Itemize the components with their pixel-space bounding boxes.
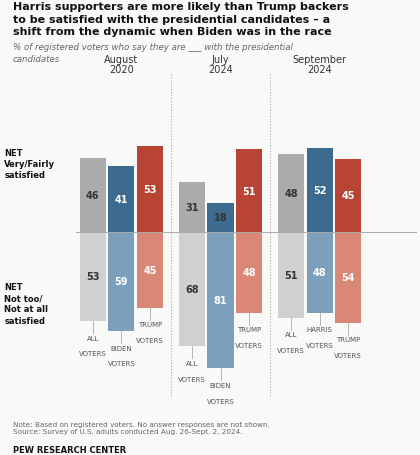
Text: 54: 54	[341, 273, 355, 283]
Text: ALL: ALL	[285, 332, 297, 338]
Text: 68: 68	[185, 284, 199, 294]
Bar	[307, 232, 333, 313]
Text: TRUMP: TRUMP	[336, 337, 360, 343]
Text: VOTERS: VOTERS	[207, 398, 234, 404]
Text: TRUMP: TRUMP	[138, 322, 162, 328]
Text: 45: 45	[143, 265, 157, 275]
Text: PEW RESEARCH CENTER: PEW RESEARCH CENTER	[13, 445, 126, 454]
Text: 46: 46	[86, 190, 100, 200]
Text: 52: 52	[313, 185, 326, 195]
Bar	[236, 232, 262, 313]
Text: VOTERS: VOTERS	[136, 337, 164, 343]
Bar	[278, 155, 304, 232]
Bar	[335, 232, 361, 323]
Bar	[137, 147, 163, 232]
Text: Note: Based on registered voters. No answer responses are not shown.
Source: Sur: Note: Based on registered voters. No ans…	[13, 421, 269, 435]
Text: 18: 18	[214, 212, 227, 222]
Text: % of registered voters who say they are ___ with the presidential
candidates: % of registered voters who say they are …	[13, 43, 292, 64]
Text: 53: 53	[143, 185, 157, 194]
Bar	[179, 182, 205, 232]
Bar	[108, 232, 134, 332]
Text: 51: 51	[242, 186, 256, 196]
Text: VOTERS: VOTERS	[79, 350, 107, 356]
Text: VOTERS: VOTERS	[108, 360, 135, 367]
Text: BIDEN: BIDEN	[110, 345, 132, 351]
Bar	[207, 203, 234, 232]
Text: 31: 31	[185, 202, 199, 212]
Text: 48: 48	[242, 268, 256, 278]
Text: BIDEN: BIDEN	[210, 382, 231, 388]
Text: 41: 41	[115, 194, 128, 204]
Text: July: July	[212, 55, 229, 65]
Text: 2024: 2024	[208, 65, 233, 75]
Text: ALL: ALL	[87, 335, 99, 341]
Text: 45: 45	[341, 191, 355, 201]
Text: VOTERS: VOTERS	[235, 342, 263, 348]
Bar	[137, 232, 163, 308]
Text: ALL: ALL	[186, 360, 198, 366]
Text: 2020: 2020	[109, 65, 134, 75]
Text: VOTERS: VOTERS	[277, 347, 305, 353]
Text: NET
Not too/
Not at all
satisfied: NET Not too/ Not at all satisfied	[4, 283, 48, 325]
Text: TRUMP: TRUMP	[237, 327, 261, 333]
Text: 81: 81	[214, 295, 227, 305]
Text: to be satisfied with the presidential candidates – a: to be satisfied with the presidential ca…	[13, 15, 330, 25]
Text: shift from the dynamic when Biden was in the race: shift from the dynamic when Biden was in…	[13, 27, 331, 37]
Bar	[236, 150, 262, 232]
Bar	[80, 158, 106, 232]
Text: 59: 59	[115, 277, 128, 287]
Text: 51: 51	[284, 270, 298, 280]
Bar	[80, 232, 106, 321]
Text: 53: 53	[86, 272, 100, 282]
Text: HARRIS: HARRIS	[307, 327, 333, 333]
Bar	[207, 232, 234, 369]
Text: 48: 48	[313, 268, 326, 278]
Bar	[108, 166, 134, 232]
Text: 2024: 2024	[307, 65, 332, 75]
Bar	[179, 232, 205, 347]
Bar	[335, 160, 361, 232]
Text: 48: 48	[284, 188, 298, 198]
Text: Harris supporters are more likely than Trump backers: Harris supporters are more likely than T…	[13, 2, 348, 12]
Text: VOTERS: VOTERS	[334, 352, 362, 358]
Text: VOTERS: VOTERS	[178, 376, 206, 382]
Text: September: September	[293, 55, 346, 65]
Text: NET
Very/Fairly
satisfied: NET Very/Fairly satisfied	[4, 148, 55, 179]
Bar	[307, 148, 333, 232]
Bar	[278, 232, 304, 318]
Text: VOTERS: VOTERS	[306, 342, 333, 348]
Text: August: August	[104, 55, 139, 65]
